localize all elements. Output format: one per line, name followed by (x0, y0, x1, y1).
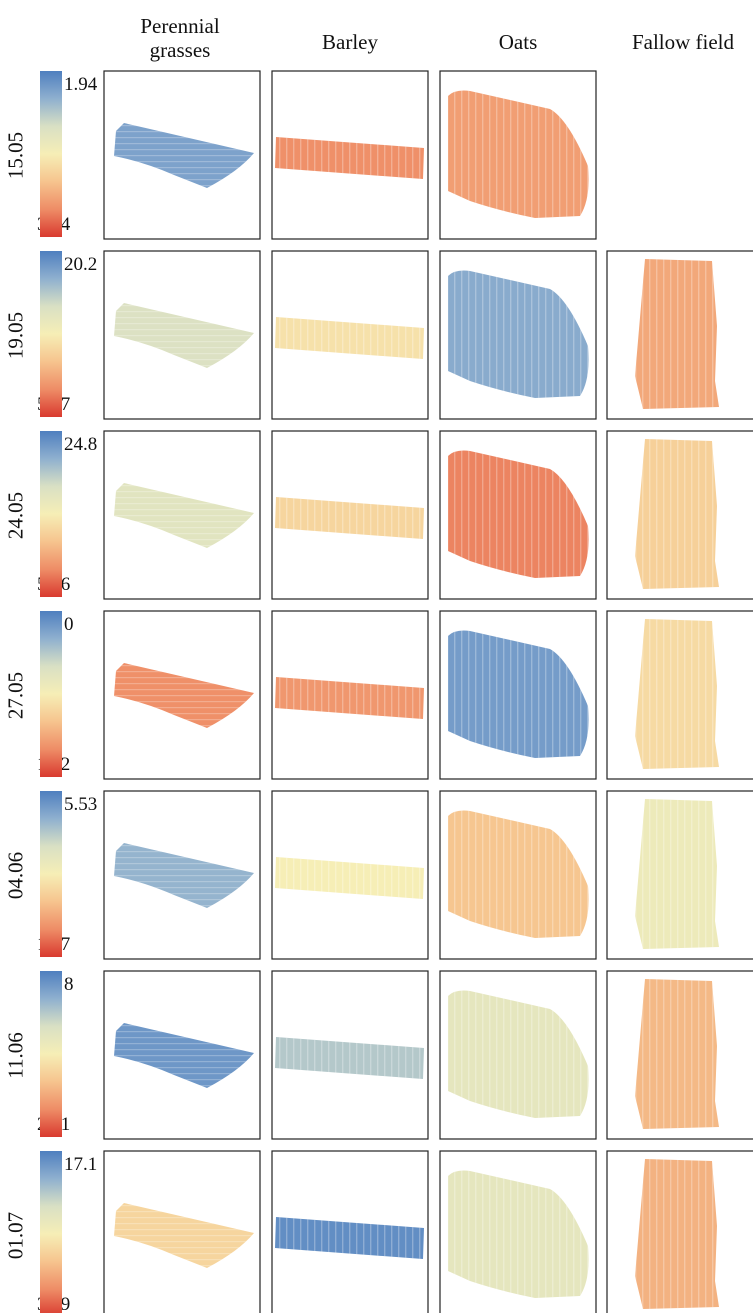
colorbar-max-label: 20.2 (64, 254, 98, 275)
panel-grass-19.05 (103, 250, 261, 420)
colorbar-24.05 (40, 431, 62, 597)
colorbar-11.06 (40, 971, 62, 1137)
panel-oats-24.05 (439, 430, 597, 600)
field-texture (275, 857, 424, 899)
colorbar-max-label: 8 (64, 974, 74, 995)
field-texture (448, 90, 589, 218)
field-texture (114, 663, 254, 728)
column-header-barley: Barley (322, 30, 378, 54)
panel-grass-11.06 (103, 970, 261, 1140)
field-texture (114, 483, 254, 548)
panel-fallow-01.07 (606, 1150, 753, 1313)
panel-barley-11.06 (271, 970, 429, 1140)
panel-barley-24.05 (271, 430, 429, 600)
field-texture (275, 677, 424, 719)
panel-fallow-27.05 (606, 610, 753, 780)
panel-grass-27.05 (103, 610, 261, 780)
panel-barley-01.07 (271, 1150, 429, 1313)
panel-grass-04.06 (103, 790, 261, 960)
panel-fallow-04.06 (606, 790, 753, 960)
field-texture (635, 619, 719, 769)
field-texture (448, 450, 589, 578)
field-texture (448, 630, 589, 758)
field-texture (114, 303, 254, 368)
panel-oats-19.05 (439, 250, 597, 420)
panel-oats-27.05 (439, 610, 597, 780)
panel-grass-24.05 (103, 430, 261, 600)
panel-oats-01.07 (439, 1150, 597, 1313)
colorbar-max-label: 1.94 (64, 74, 98, 95)
column-header-perennial-grasses: Perennial grasses (140, 14, 220, 62)
colorbar-01.07 (40, 1151, 62, 1313)
colorbar-15.05 (40, 71, 62, 237)
colorbar-27.05 (40, 611, 62, 777)
panel-grass-15.05 (103, 70, 261, 240)
panel-oats-15.05 (439, 70, 597, 240)
colorbar-19.05 (40, 251, 62, 417)
field-texture (275, 137, 424, 179)
colorbar-max-label: 17.1 (64, 1154, 98, 1175)
field-texture (275, 1217, 424, 1259)
field-texture (448, 1170, 589, 1298)
column-header-fallow-field: Fallow field (631, 30, 735, 54)
field-texture (448, 990, 589, 1118)
colorbar-max-label: 24.8 (64, 434, 98, 455)
panel-barley-19.05 (271, 250, 429, 420)
field-texture (275, 497, 424, 539)
panel-fallow-24.05 (606, 430, 753, 600)
field-texture (635, 1159, 719, 1309)
panel-fallow-11.06 (606, 970, 753, 1140)
panel-oats-11.06 (439, 970, 597, 1140)
field-texture (114, 843, 254, 908)
panel-barley-27.05 (271, 610, 429, 780)
field-texture (635, 439, 719, 589)
panel-oats-04.06 (439, 790, 597, 960)
panel-barley-04.06 (271, 790, 429, 960)
field-texture (448, 810, 589, 938)
field-texture (275, 317, 424, 359)
field-texture (635, 259, 719, 409)
panel-barley-15.05 (271, 70, 429, 240)
field-texture (635, 799, 719, 949)
panel-fallow-19.05 (606, 250, 753, 420)
field-texture (635, 979, 719, 1129)
field-texture (114, 1023, 254, 1088)
colorbar-max-label: 5.53 (64, 794, 98, 815)
column-header-oats: Oats (498, 30, 538, 54)
panel-grass-01.07 (103, 1150, 261, 1313)
colorbar-max-label: 0 (64, 614, 74, 635)
colorbar-04.06 (40, 791, 62, 957)
field-texture (275, 1037, 424, 1079)
field-texture (448, 270, 589, 398)
field-texture (114, 1203, 254, 1268)
field-texture (114, 123, 254, 188)
